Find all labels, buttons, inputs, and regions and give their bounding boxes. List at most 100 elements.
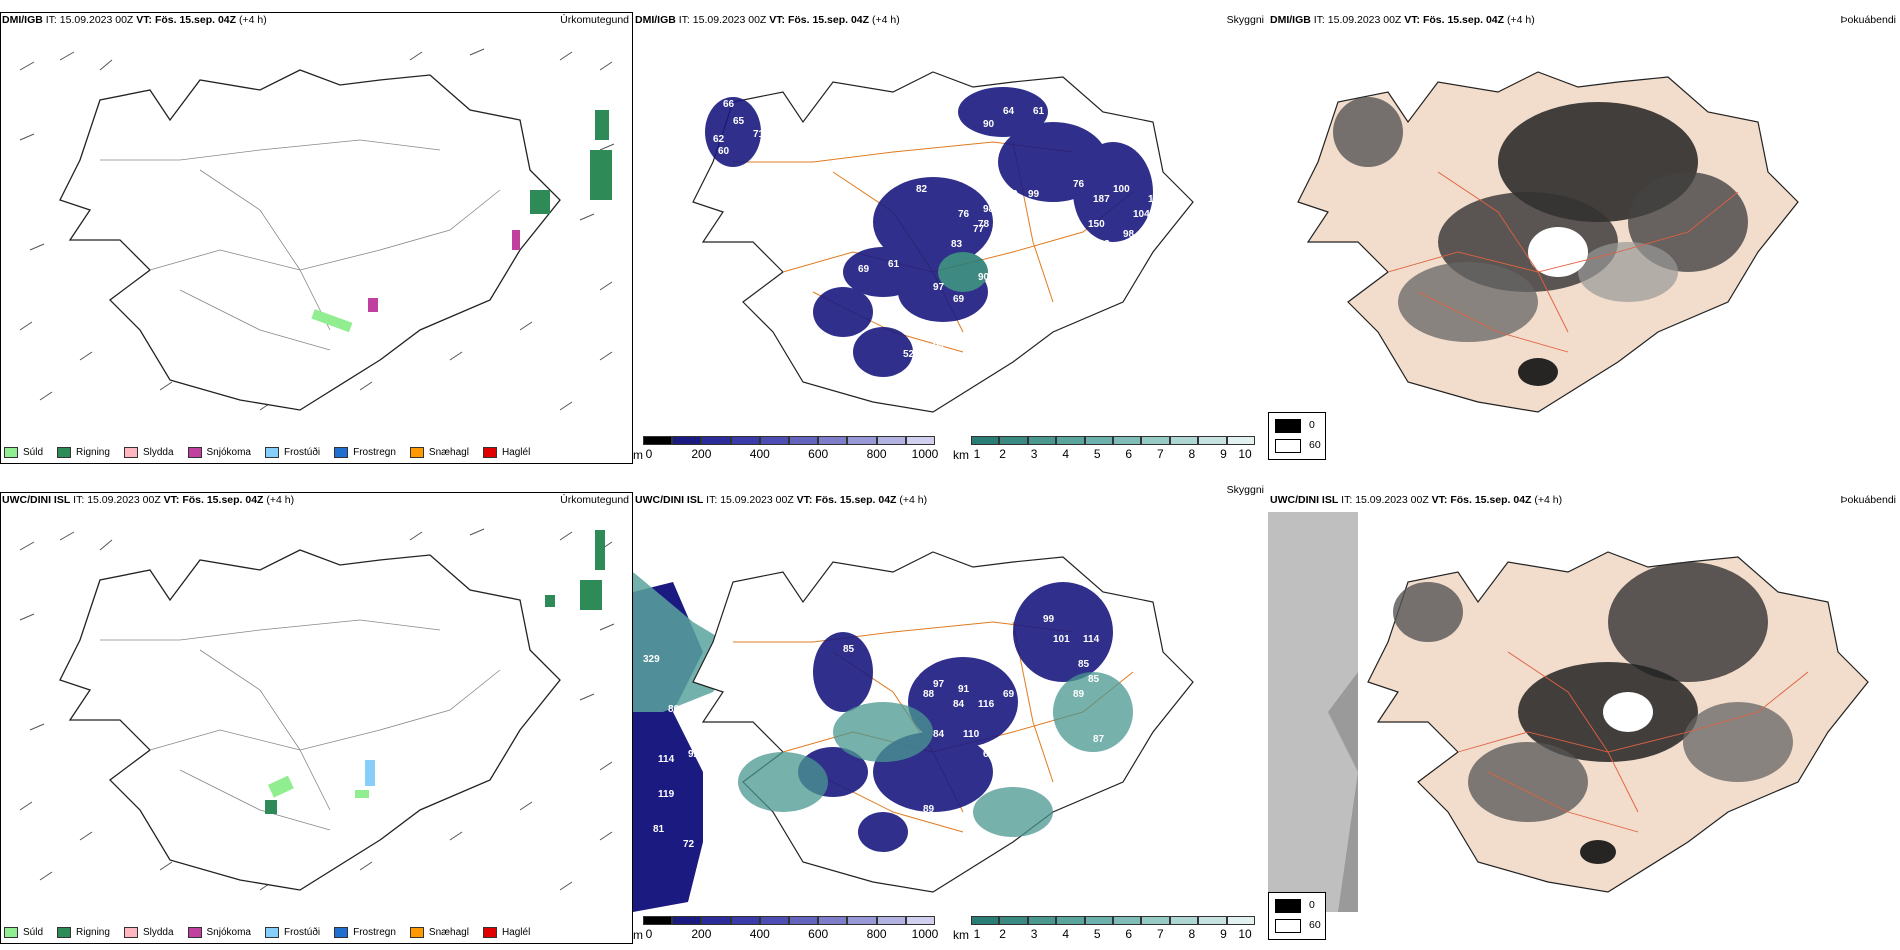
cloud-base-value: 86 [668, 704, 680, 715]
panel-title: DMI/IGB IT: 15.09.2023 00Z VT: Fös. 15.s… [1270, 14, 1535, 26]
legend-label: Snæhagl [428, 447, 469, 458]
colorbar-segment [643, 916, 673, 925]
colorbar-tick: 600 [808, 447, 829, 461]
model-name: DMI/IGB [2, 14, 43, 26]
valid-label: VT: [163, 494, 180, 506]
cloud-base-value: 119 [658, 789, 675, 800]
legend-item: Súld [4, 927, 43, 938]
colorbar-segment [818, 916, 848, 925]
colorbar-tick: 600 [808, 927, 829, 941]
legend-label: Frostregn [353, 447, 396, 458]
valid-time: Fös. 15.sep. 04Z [1450, 494, 1532, 506]
cloud-base-value: 56 [893, 314, 905, 325]
panel-title: UWC/DINI ISL IT: 15.09.2023 00Z VT: Fös.… [635, 494, 927, 506]
colorbar-segment [672, 916, 702, 925]
colorbar-tick: 5 [1093, 447, 1101, 461]
cloud-base-value: 61 [1033, 106, 1045, 117]
cloud-base-value: 93 [908, 669, 920, 680]
legend-item: Slydda [123, 927, 174, 938]
iceland-fog-map [1268, 512, 1869, 912]
cloud-base-value: 65 [983, 749, 995, 760]
sea-fog-light [1268, 512, 1358, 912]
valid-time: Fös. 15.sep. 04Z [787, 14, 870, 26]
cloud-base-value: 60 [718, 146, 730, 157]
legend-item: Frostúði [264, 447, 320, 458]
colorbar-tick: 5 [1093, 927, 1101, 941]
model-name: DMI/IGB [1270, 14, 1311, 26]
colorbar-segment [971, 436, 1000, 445]
legend-label: Rigning [76, 927, 110, 938]
valid-time: Fös. 15.sep. 04Z [154, 14, 237, 26]
legend-item: Frostúði [264, 927, 320, 938]
legend-swatch [123, 447, 138, 458]
cloud-base-value: 151 [1013, 272, 1030, 283]
cloud-base-value: 69 [1003, 689, 1015, 700]
colorbar-tick: 10 [1238, 927, 1252, 941]
colorbar-tick: 800 [866, 927, 887, 941]
cloud-base-value: 329 [643, 654, 660, 665]
cloud-base-value: 98 [983, 204, 995, 215]
valid-time: Fös. 15.sep. 04Z [182, 494, 264, 506]
cloud-base-value: 82 [916, 184, 928, 195]
legend-label: Súld [23, 927, 44, 938]
colorbar-segment [1027, 916, 1057, 925]
cloud-base-value: 104 [1133, 209, 1150, 220]
legend-item: Snjókoma [187, 927, 251, 938]
valid-time: Fös. 15.sep. 04Z [815, 494, 897, 506]
cloud-base-value: 116 [978, 699, 995, 710]
precip-frame [0, 12, 633, 464]
panel-tag-fog: Þokuábendi [1840, 494, 1896, 506]
init-time: 15.09.2023 00Z [59, 14, 134, 26]
fog-shading [1393, 562, 1793, 864]
legend-label: Snjókoma [206, 927, 251, 938]
legend-swatch [482, 447, 497, 458]
iceland-fog-map [1297, 71, 1799, 413]
colorbar-segment [730, 436, 760, 445]
legend-swatch [57, 447, 72, 458]
road-network [100, 139, 501, 351]
cloud-base-value: 52 [903, 349, 915, 360]
colorbar-segment [1056, 436, 1085, 445]
colorbar-segment [1198, 436, 1227, 445]
legend-item: Súld [4, 447, 43, 458]
panel-title: UWC/DINI ISL IT: 15.09.2023 00Z VT: Fös.… [2, 494, 294, 506]
colorbar-tick: 6 [1125, 927, 1133, 941]
precip-legend: Súld Rigning Slydda Snjókoma Frostúði Frostre… [4, 927, 530, 938]
precip-legend: Súld Rigning Slydda Snjókoma Frostúði Frostre… [4, 447, 530, 458]
visibility-cells [738, 672, 1133, 837]
cloud-base-value: 189 [813, 824, 830, 835]
fog-label-0: 0 [1309, 899, 1315, 911]
panel-tag-cloud: Skyggni [1226, 14, 1264, 26]
cloud-base-value: 89 [808, 614, 820, 625]
legend-swatch [187, 447, 202, 458]
colorbar-tick: 9 [1220, 927, 1227, 941]
cloud-base-value: 114 [658, 754, 675, 765]
cloud-base-value: 64 [933, 339, 945, 350]
cloud-base-value: 63 [808, 844, 820, 855]
lead-time: (+4 h) [871, 14, 900, 26]
legend-item: Rigning [57, 927, 110, 938]
cloud-base-value: 72 [683, 839, 695, 850]
init-label: IT: [1341, 494, 1353, 506]
colorbar-tick: 400 [749, 927, 770, 941]
cloud-base-value: 102 [1148, 194, 1165, 205]
cloud-base-value: 120 [1001, 189, 1018, 200]
colorbar-tick: 7 [1156, 447, 1164, 461]
cloud-base-value: 85 [843, 644, 855, 655]
cloud-base-value: 79 [923, 329, 935, 340]
cloud-base-value: 99 [1043, 614, 1055, 625]
cloud-base-value: 187 [1093, 194, 1110, 205]
colorbar-tick: 400 [749, 447, 770, 461]
wind-barbs [19, 528, 615, 891]
valid-label: VT: [136, 14, 153, 26]
colorbar-segment [905, 436, 935, 445]
legend-item: Haglél [482, 927, 530, 938]
colorbar-tick: 1 [973, 447, 981, 461]
colorbar-tick: 2 [999, 447, 1006, 461]
cloud-base-value: 90 [983, 119, 995, 130]
iceland-outline [59, 69, 561, 411]
cloud-base-value: 92 [728, 674, 740, 685]
cloud-base-value: 69 [953, 294, 965, 305]
init-time: 15.09.2023 00Z [1327, 14, 1402, 26]
init-time: 15.09.2023 00Z [692, 14, 767, 26]
